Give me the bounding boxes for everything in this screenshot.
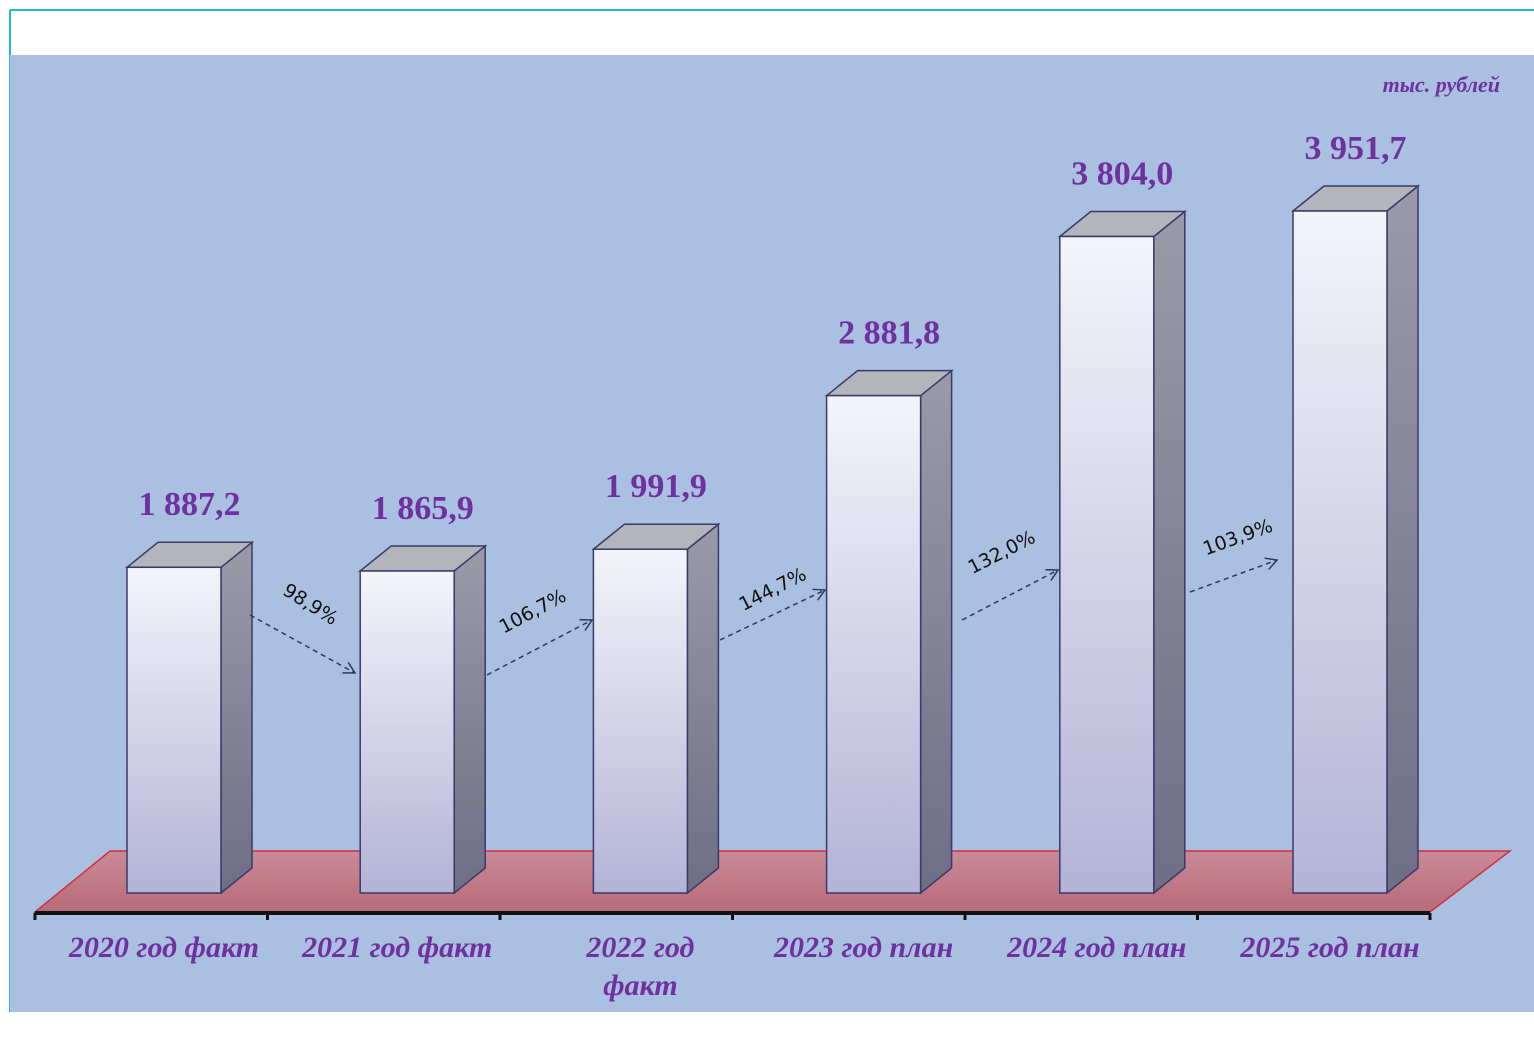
- bar: [593, 549, 687, 893]
- bar-side: [454, 546, 485, 893]
- value-label: 1 991,9: [605, 468, 707, 505]
- bar-side: [221, 542, 252, 893]
- x-tick-label: 2021 год факт: [287, 929, 507, 967]
- floor: [35, 851, 1510, 912]
- x-tick-label: 2023 год план: [754, 929, 974, 967]
- bar: [1293, 211, 1387, 893]
- bar-side: [687, 524, 718, 893]
- value-label: 1 887,2: [139, 486, 241, 523]
- value-label: 3 951,7: [1305, 130, 1407, 167]
- bar-side: [921, 371, 952, 893]
- bar-side: [1387, 186, 1418, 893]
- page: {"chart_data": {"type": "bar3d", "unit_l…: [0, 0, 1534, 1063]
- bar: [127, 567, 221, 893]
- x-tick-label: 2020 год факт: [54, 929, 274, 967]
- unit-label: тыс. рублей: [1383, 72, 1500, 97]
- bar: [360, 571, 454, 893]
- chart: тыс. рублей 1 887,2 1 865,9 1 991,9 2 881,8…: [0, 0, 1534, 1063]
- bar: [1060, 236, 1154, 893]
- bar: [827, 396, 921, 893]
- x-tick-label: 2025 год план: [1220, 929, 1440, 967]
- value-label: 3 804,0: [1071, 155, 1173, 192]
- x-tick-label: 2022 год факт: [565, 929, 715, 1005]
- value-label: 2 881,8: [838, 314, 940, 351]
- x-tick-label: 2024 год план: [987, 929, 1207, 967]
- value-label: 1 865,9: [372, 490, 474, 527]
- bar-side: [1154, 211, 1185, 893]
